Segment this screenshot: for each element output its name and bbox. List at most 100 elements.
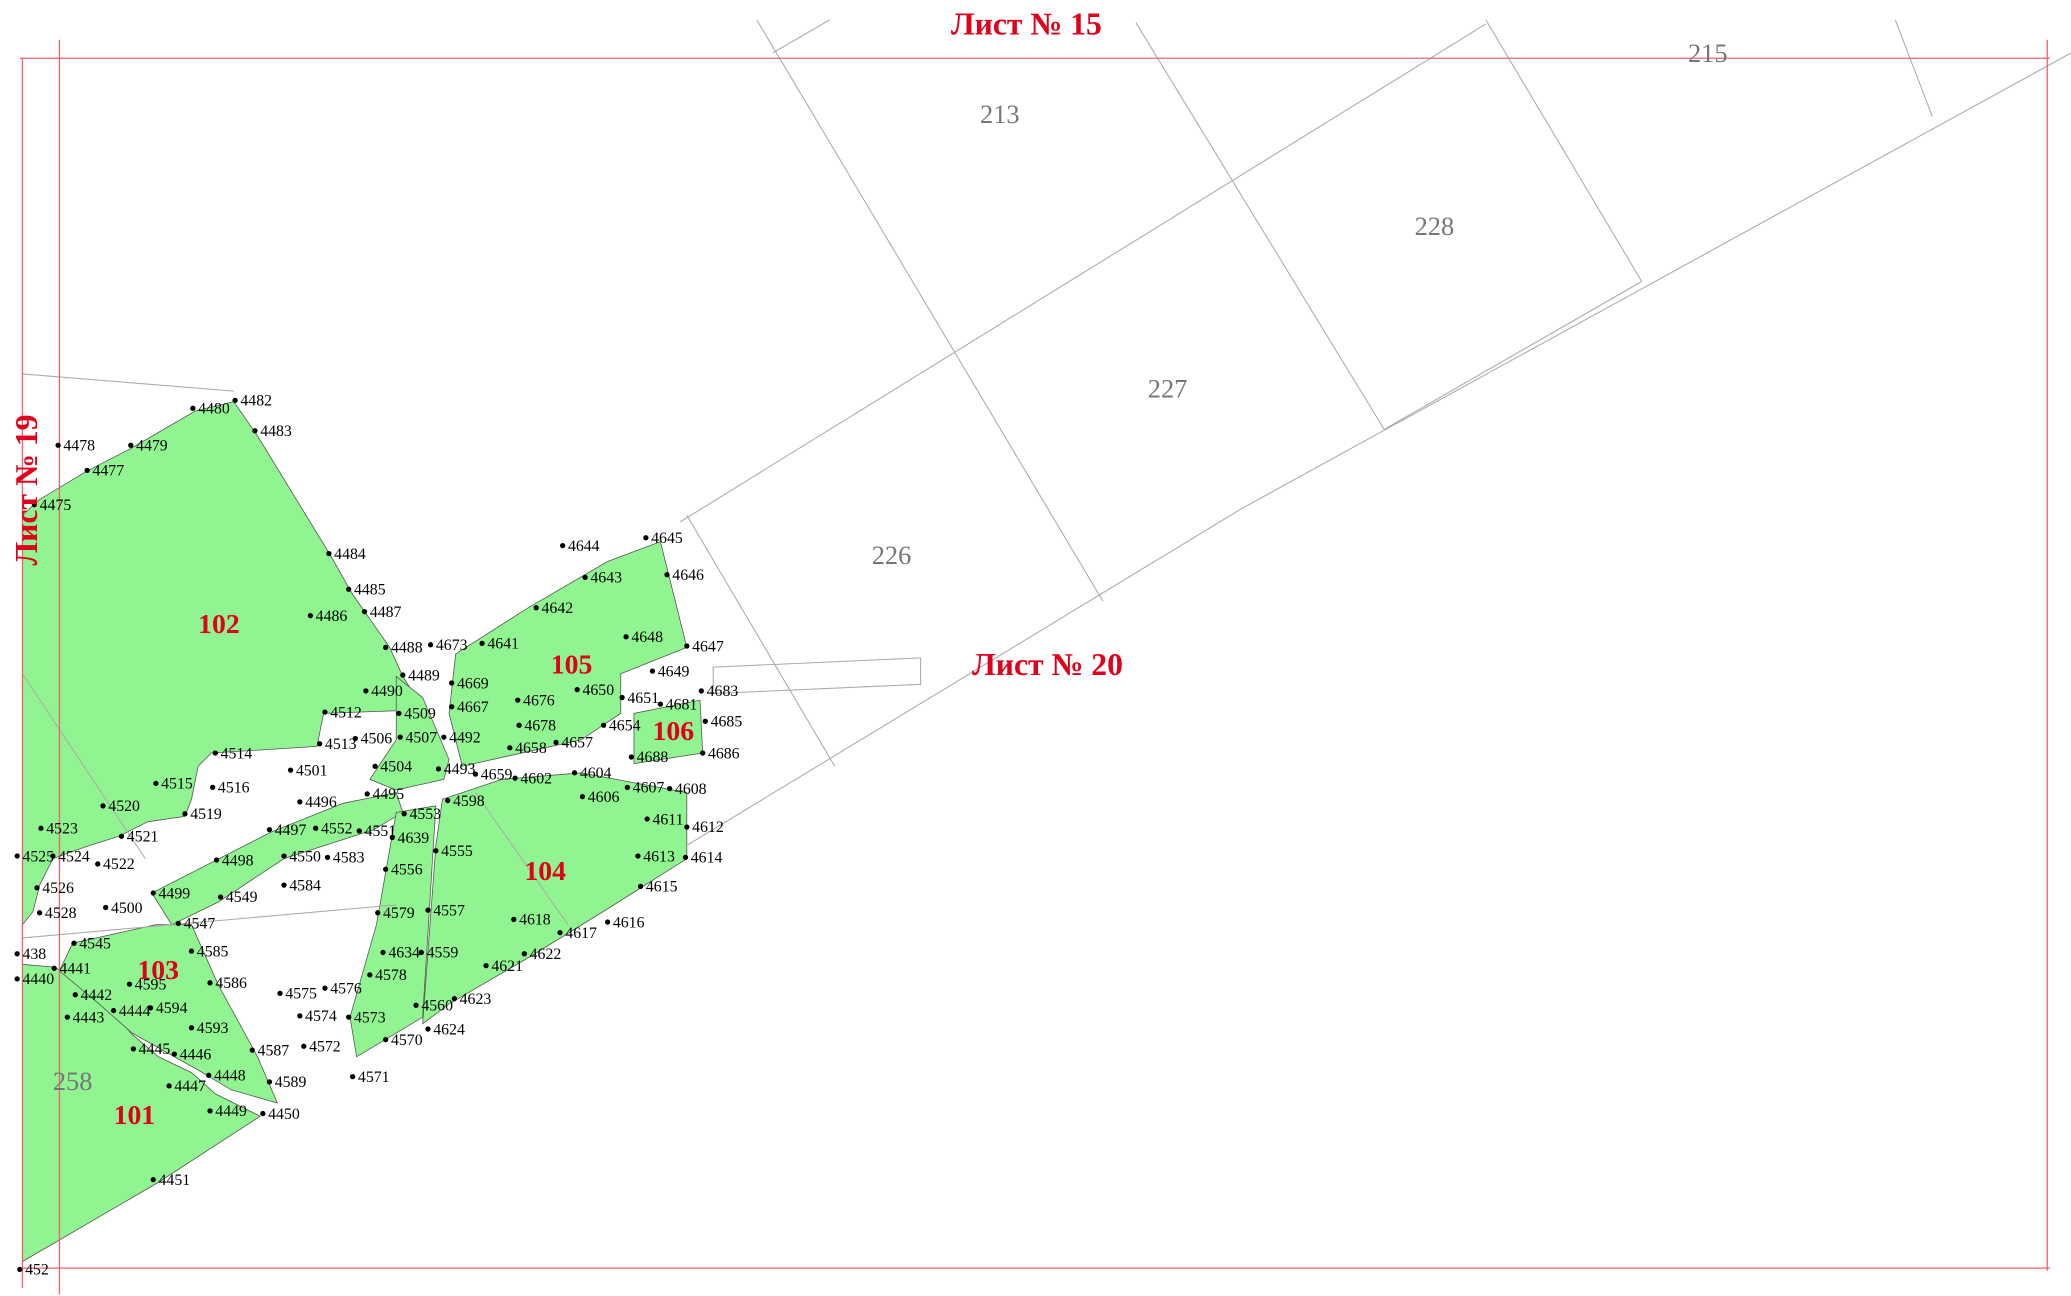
point-label: 4659	[481, 766, 513, 783]
point-label: 4621	[491, 958, 523, 975]
point-label: 4584	[289, 877, 321, 894]
point-label: 4475	[40, 497, 72, 514]
point-marker	[664, 572, 670, 578]
point-marker	[375, 910, 381, 916]
point-marker	[100, 803, 106, 809]
area	[448, 541, 688, 767]
point-marker	[297, 799, 303, 805]
point-marker	[553, 739, 559, 746]
point-label: 4486	[316, 608, 348, 625]
point-label: 4607	[633, 780, 665, 797]
point-marker	[700, 750, 706, 756]
point-marker	[322, 985, 328, 991]
point-label: 4492	[449, 729, 481, 746]
point-marker	[582, 574, 588, 580]
point-marker	[397, 734, 403, 740]
point-label: 4506	[361, 731, 393, 748]
point-label: 4498	[222, 852, 254, 869]
point-marker	[266, 826, 273, 833]
point-label: 4514	[221, 745, 253, 762]
point-label: 4649	[658, 663, 690, 680]
point-marker	[34, 885, 40, 891]
point-label: 4513	[325, 736, 357, 753]
point-marker	[698, 688, 704, 694]
point-marker	[281, 882, 287, 888]
parcel-label: 227	[1148, 374, 1188, 404]
point-marker	[51, 965, 57, 971]
point-label: 4604	[580, 765, 612, 782]
point-label: 4443	[73, 1009, 105, 1026]
point-label: 4576	[330, 980, 362, 997]
point-marker	[413, 1002, 419, 1008]
point-marker	[316, 741, 323, 747]
point-label: 4686	[708, 745, 740, 762]
point-marker	[657, 701, 664, 707]
point-label: 4622	[530, 946, 562, 963]
point-marker	[249, 1047, 255, 1053]
point-label: 4611	[652, 811, 683, 828]
area	[422, 772, 688, 1025]
point-marker	[533, 605, 539, 611]
point-label: 4525	[22, 848, 54, 865]
point-marker	[472, 771, 479, 777]
point-marker	[326, 550, 332, 557]
point-marker	[175, 920, 181, 927]
parcel-label: 258	[53, 1066, 93, 1096]
point-label: 4519	[190, 806, 222, 823]
point-label: 4667	[457, 699, 489, 716]
parcel-label: 228	[1415, 211, 1455, 241]
point-marker	[324, 854, 331, 860]
point-label: 4496	[305, 794, 337, 811]
point-label: 4606	[588, 789, 620, 806]
point-label: 4579	[383, 905, 415, 922]
point-label: 4507	[405, 729, 437, 746]
point-label: 4647	[692, 638, 724, 655]
point-label: 4654	[609, 718, 641, 735]
point-marker	[619, 694, 625, 701]
point-marker	[71, 940, 77, 946]
point-label: 4688	[637, 749, 669, 766]
area	[349, 805, 437, 1058]
point-label: 4451	[158, 1172, 190, 1189]
point-marker	[188, 948, 195, 954]
zone-label: 102	[198, 608, 240, 639]
point-marker	[574, 686, 580, 693]
point-marker	[17, 1266, 23, 1273]
zone-label: 104	[524, 855, 566, 886]
point-label: 4557	[433, 902, 465, 919]
point-marker	[150, 1176, 156, 1183]
point-label: 4495	[372, 786, 404, 803]
points: 4482 4480 4483 4478 4479 4477 4475 4484 4485 4486…	[14, 393, 742, 1279]
point-marker	[217, 894, 224, 900]
point-marker	[483, 963, 489, 969]
area	[22, 401, 417, 926]
sheet-label: Лист № 15	[951, 6, 1102, 41]
point-marker	[153, 780, 159, 787]
point-marker	[322, 709, 328, 715]
point-marker	[171, 1051, 177, 1057]
point-label: 4447	[174, 1078, 206, 1095]
point-marker	[628, 754, 634, 760]
point-label: 4516	[218, 780, 250, 797]
point-label: 4488	[391, 640, 423, 657]
point-marker	[445, 797, 451, 804]
point-label: 4528	[45, 905, 77, 922]
point-marker	[507, 745, 513, 751]
point-marker	[213, 857, 220, 863]
area	[58, 924, 279, 1104]
point-label: 4487	[370, 604, 402, 621]
point-marker	[206, 1072, 212, 1078]
point-label: 4551	[365, 823, 397, 840]
point-label: 4497	[275, 822, 307, 839]
point-marker	[84, 467, 90, 473]
point-marker	[557, 929, 563, 936]
point-label: 4618	[519, 912, 551, 929]
sheet-frame	[19, 39, 2050, 1295]
point-marker	[512, 775, 518, 781]
point-marker	[367, 972, 373, 978]
point-marker	[637, 883, 644, 890]
point-label: 4598	[453, 793, 485, 810]
point-marker	[396, 710, 402, 717]
point-label: 4490	[371, 683, 403, 700]
